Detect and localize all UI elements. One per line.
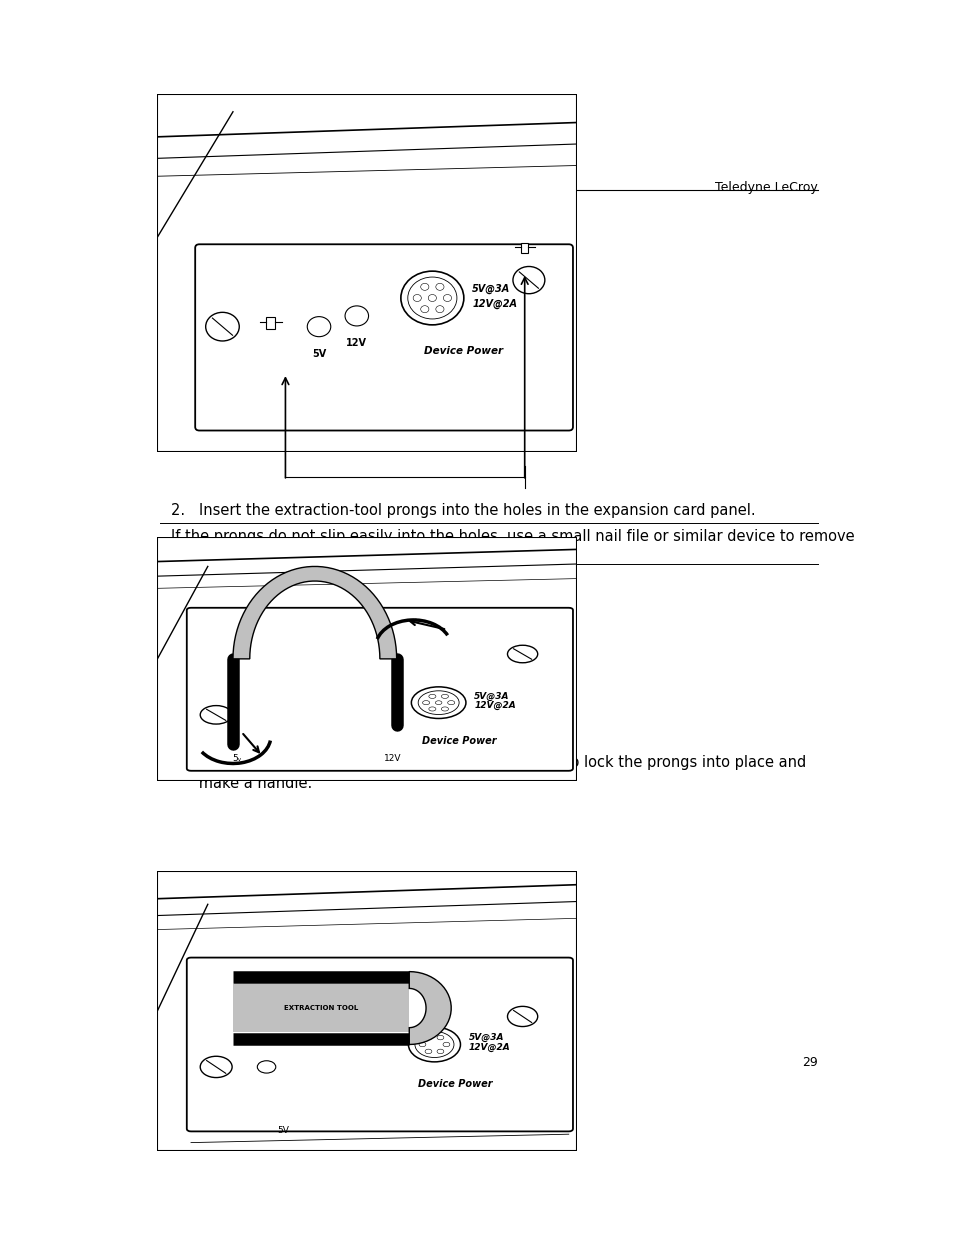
FancyBboxPatch shape <box>187 957 573 1131</box>
Circle shape <box>513 267 544 294</box>
Circle shape <box>408 1028 460 1062</box>
Text: Device Power: Device Power <box>421 736 496 746</box>
Text: 5V: 5V <box>277 1126 289 1135</box>
Text: Device Power: Device Power <box>423 346 502 357</box>
Text: 12V: 12V <box>383 753 401 763</box>
Circle shape <box>415 1031 454 1057</box>
Circle shape <box>436 1035 443 1040</box>
Text: 5V@3A: 5V@3A <box>472 284 510 294</box>
Circle shape <box>400 272 463 325</box>
Text: 29: 29 <box>801 1056 817 1068</box>
Text: Sierra M122 SAS/SATA Protocol Analyzer User Manual: Sierra M122 SAS/SATA Protocol Analyzer U… <box>160 1056 494 1068</box>
Text: 5V@3A: 5V@3A <box>474 692 509 701</box>
Bar <box>233 984 409 1032</box>
Polygon shape <box>233 567 396 659</box>
Circle shape <box>413 294 421 301</box>
Polygon shape <box>409 972 451 1045</box>
Text: 5V@3A: 5V@3A <box>468 1032 504 1042</box>
Circle shape <box>425 1035 432 1040</box>
Circle shape <box>418 1042 425 1047</box>
Circle shape <box>206 312 239 341</box>
Circle shape <box>417 690 458 715</box>
Text: 12V@2A: 12V@2A <box>468 1042 510 1052</box>
Text: 12V@2A: 12V@2A <box>472 298 517 309</box>
Text: 12V: 12V <box>346 338 367 348</box>
Text: Device Power: Device Power <box>417 1078 492 1089</box>
Text: 2.   Insert the extraction-tool prongs into the holes in the expansion card pane: 2. Insert the extraction-tool prongs int… <box>171 503 755 517</box>
Text: If the prongs do not slip easily into the holes, use a small nail file or simila: If the prongs do not slip easily into th… <box>171 529 854 564</box>
Circle shape <box>200 705 232 724</box>
Circle shape <box>429 694 436 699</box>
Bar <box>520 243 528 253</box>
FancyBboxPatch shape <box>187 608 573 771</box>
Circle shape <box>411 687 465 719</box>
Circle shape <box>436 283 443 290</box>
Circle shape <box>307 316 331 337</box>
Circle shape <box>407 277 456 319</box>
Circle shape <box>345 306 368 326</box>
Circle shape <box>447 700 455 705</box>
Text: 12V@2A: 12V@2A <box>474 700 516 710</box>
Circle shape <box>425 1050 432 1053</box>
Circle shape <box>507 645 537 663</box>
Circle shape <box>441 706 448 711</box>
Circle shape <box>441 694 448 699</box>
Text: Teledyne LeCroy: Teledyne LeCroy <box>715 182 817 194</box>
Circle shape <box>436 1050 443 1053</box>
Text: 5V: 5V <box>312 350 326 359</box>
Circle shape <box>428 294 436 301</box>
Circle shape <box>507 1007 537 1026</box>
FancyBboxPatch shape <box>195 245 573 431</box>
Circle shape <box>429 706 436 711</box>
Text: 5ᵥ: 5ᵥ <box>233 753 242 763</box>
Circle shape <box>443 294 451 301</box>
Text: Expandability: Expandability <box>160 182 245 194</box>
Circle shape <box>200 1056 232 1078</box>
Text: 3.   Rotate the extraction tool to a horizontal position to lock the prongs into: 3. Rotate the extraction tool to a horiz… <box>171 755 805 790</box>
Circle shape <box>420 306 429 312</box>
Circle shape <box>420 283 429 290</box>
Text: EXTRACTION TOOL: EXTRACTION TOOL <box>284 1005 358 1011</box>
Circle shape <box>435 700 441 704</box>
Circle shape <box>442 1042 449 1047</box>
Circle shape <box>436 306 443 312</box>
Bar <box>266 317 275 330</box>
Circle shape <box>422 700 429 705</box>
Circle shape <box>257 1061 275 1073</box>
